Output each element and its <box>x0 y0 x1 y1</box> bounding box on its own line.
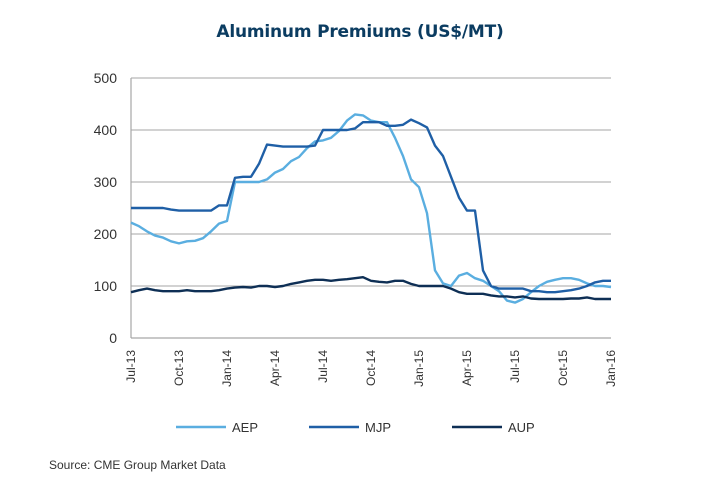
y-tick-label: 400 <box>94 122 118 138</box>
x-tick-label: Jan-16 <box>604 350 618 387</box>
x-tick-label: Oct-13 <box>172 350 186 386</box>
y-tick-label: 100 <box>94 278 118 294</box>
legend-label: AUP <box>508 420 535 435</box>
source-note: Source: CME Group Market Data <box>49 458 226 472</box>
x-tick-label: Jul-13 <box>124 350 138 383</box>
series-lines <box>130 113 612 304</box>
x-tick-label: Jul-14 <box>316 350 330 383</box>
gridlines <box>131 77 611 287</box>
y-tick-label: 300 <box>94 174 118 190</box>
legend-label: AEP <box>232 420 258 435</box>
x-tick-label: Jan-14 <box>220 350 234 387</box>
legend-label: MJP <box>365 420 391 435</box>
x-tick-label: Oct-15 <box>556 350 570 386</box>
y-axis-ticks: 0 100 200 300 400 500 <box>94 70 118 346</box>
x-tick-label: Apr-14 <box>268 350 282 386</box>
series-line-aup <box>130 276 611 301</box>
legend-item-mjp: MJP <box>309 420 391 435</box>
legend: AEP MJP AUP <box>176 420 535 435</box>
legend-item-aep: AEP <box>176 420 258 435</box>
series-line-aep <box>130 113 612 304</box>
x-tick-label: Jul-15 <box>508 350 522 383</box>
y-tick-label: 200 <box>94 226 118 242</box>
x-tick-label: Apr-15 <box>460 350 474 386</box>
y-tick-label: 500 <box>94 70 118 86</box>
series-line-mjp <box>131 118 611 294</box>
x-axis-ticks: Jul-13 Oct-13 Jan-14 Apr-14 Jul-14 Oct-14 Jan-… <box>124 350 618 387</box>
x-tick-label: Oct-14 <box>364 350 378 386</box>
x-tick-label: Jan-15 <box>412 350 426 387</box>
y-tick-label: 0 <box>109 330 117 346</box>
legend-item-aup: AUP <box>452 420 535 435</box>
chart-title: Aluminum Premiums (US$/MT) <box>216 22 504 42</box>
